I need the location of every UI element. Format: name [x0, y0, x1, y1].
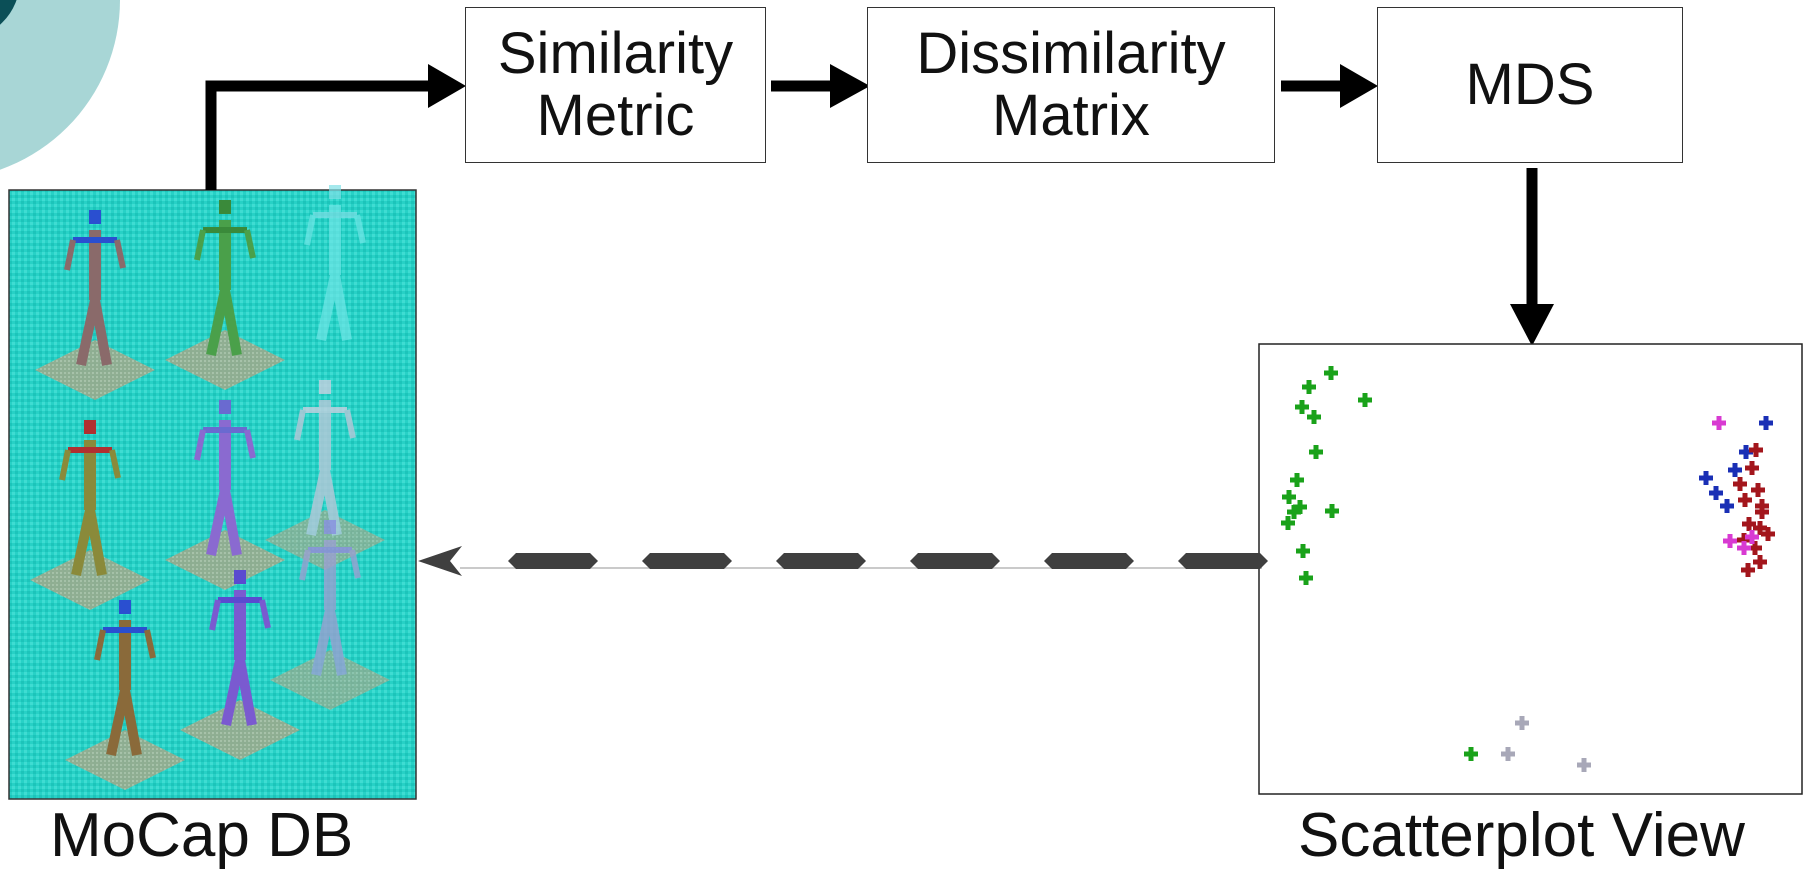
scatter-point-icon [1282, 490, 1296, 504]
scatterplot-view-caption: Scatterplot View [1298, 801, 1745, 870]
scatter-point-icon [1287, 505, 1301, 519]
scatter-point-icon [1728, 463, 1742, 477]
scatter-point-icon [1712, 416, 1726, 430]
arrow-left-icon [418, 546, 462, 576]
scatterplot-panel [1258, 343, 1803, 795]
dissimilarity-matrix-label-line2: Matrix [992, 83, 1150, 148]
scatter-point-icon [1302, 380, 1316, 394]
connector-mocap-to-similarity [205, 64, 466, 190]
arrow-down-icon [1510, 304, 1554, 346]
arrow-right-icon [428, 64, 466, 108]
similarity-metric-label-line1: Similarity [497, 21, 734, 86]
scatter-point-icon [1737, 541, 1751, 555]
mocap-db-panel [8, 189, 417, 800]
scatter-point-icon [1751, 483, 1765, 497]
arrow-mds-to-scatterplot [1510, 168, 1554, 346]
mocap-figure-icon [35, 210, 155, 400]
scatter-point-icon [1738, 493, 1752, 507]
corner-decoration [0, 0, 120, 170]
scatter-point-icon [1737, 533, 1751, 547]
mocap-figure-icon [304, 185, 366, 342]
scatter-point-icon [1324, 366, 1338, 380]
scatter-point-icon [1733, 477, 1747, 491]
scatter-points [1281, 366, 1775, 772]
mds-node: MDS [1377, 7, 1683, 163]
scatter-point-icon [1299, 571, 1313, 585]
scatter-point-icon [1745, 530, 1759, 544]
similarity-metric-node: Similarity Metric [465, 7, 766, 163]
scatter-point-icon [1709, 486, 1723, 500]
scatter-point-icon [1358, 393, 1372, 407]
feedback-dash [776, 553, 866, 569]
scatter-point-icon [1295, 400, 1309, 414]
scatter-point-icon [1761, 527, 1775, 541]
scatter-point-icon [1307, 410, 1321, 424]
arrow-dissimilarity-to-mds [1281, 64, 1378, 108]
scatter-point-icon [1293, 500, 1307, 514]
mocap-figure-icon [180, 570, 300, 760]
scatter-point-icon [1759, 416, 1773, 430]
scatter-point-icon [1749, 443, 1763, 457]
scatter-point-icon [1464, 747, 1478, 761]
feedback-dash [1044, 553, 1134, 569]
scatter-point-icon [1755, 499, 1769, 513]
scatter-point-icon [1753, 521, 1767, 535]
feedback-dash [910, 553, 1000, 569]
scatter-point-icon [1748, 541, 1762, 555]
scatter-point-icon [1577, 758, 1591, 772]
scatter-point-icon [1745, 461, 1759, 475]
dissimilarity-matrix-node: Dissimilarity Matrix [867, 7, 1275, 163]
scatter-point-icon [1501, 747, 1515, 761]
mocap-figures [30, 185, 390, 790]
scatter-point-icon [1720, 499, 1734, 513]
scatter-point-icon [1281, 516, 1295, 530]
scatter-point-icon [1741, 563, 1755, 577]
feedback-dash [642, 553, 732, 569]
mocap-db-caption: MoCap DB [50, 801, 354, 870]
scatter-point-icon [1325, 504, 1339, 518]
scatter-point-icon [1515, 716, 1529, 730]
scatter-point-icon [1742, 517, 1756, 531]
scatter-point-icon [1699, 471, 1713, 485]
mocap-figure-icon [165, 400, 285, 590]
scatter-point-icon [1723, 534, 1737, 548]
scatter-point-icon [1753, 555, 1767, 569]
arrow-right-icon [1340, 64, 1378, 108]
feedback-dash [1178, 553, 1268, 569]
arrow-right-icon [830, 64, 870, 108]
mocap-figure-icon [270, 520, 390, 710]
scatter-point-icon [1296, 544, 1310, 558]
similarity-metric-label-line2: Metric [536, 83, 695, 148]
scatter-point-icon [1309, 445, 1323, 459]
mocap-figure-icon [30, 420, 150, 610]
scatter-point-icon [1739, 445, 1753, 459]
mocap-figure-icon [65, 600, 185, 790]
arrow-similarity-to-dissimilarity [771, 64, 870, 108]
feedback-dash [508, 553, 598, 569]
dissimilarity-matrix-label-line1: Dissimilarity [916, 21, 1226, 86]
scatter-point-icon [1290, 473, 1304, 487]
mds-label: MDS [1465, 52, 1595, 117]
mocap-figure-icon [165, 200, 285, 390]
feedback-arrow [418, 546, 1268, 576]
